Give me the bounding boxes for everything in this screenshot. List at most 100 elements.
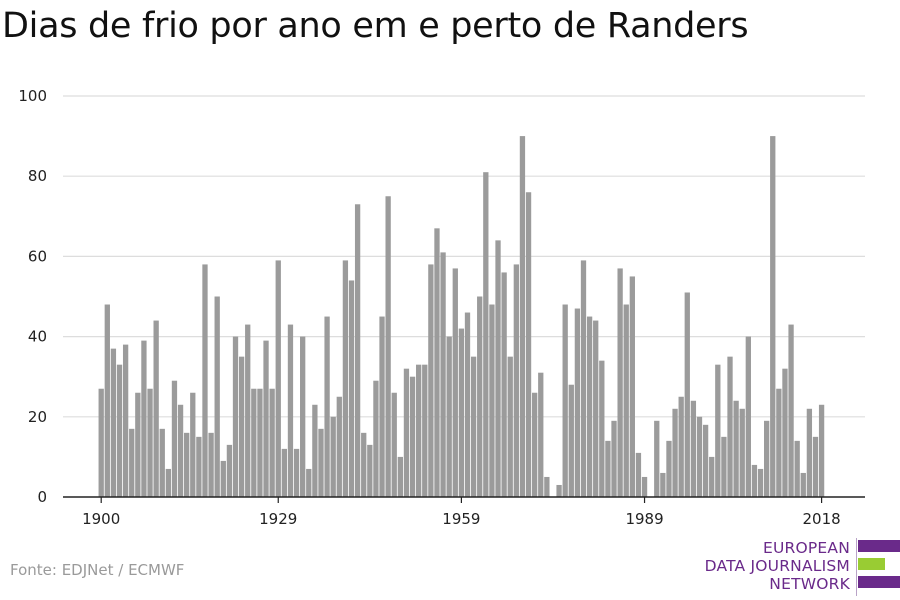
y-tick-label-60: 60 <box>28 247 47 265</box>
bar-1905 <box>129 428 135 497</box>
bar-2007 <box>751 464 758 497</box>
bar-1903 <box>116 364 123 497</box>
bar-1983 <box>605 440 611 497</box>
bar-1943 <box>361 432 367 497</box>
bar-1928 <box>269 388 275 497</box>
bar-2011 <box>776 388 782 497</box>
bar-1931 <box>287 324 294 497</box>
bar-1969 <box>519 136 526 497</box>
bar-1942 <box>354 204 361 497</box>
x-tick-label-1929: 1929 <box>259 510 297 528</box>
logo-bar-purple-bottom <box>858 576 900 588</box>
bar-1935 <box>312 404 318 497</box>
bars <box>98 136 825 498</box>
bar-1992 <box>660 472 666 497</box>
bar-1930 <box>281 448 287 497</box>
bar-1939 <box>336 396 342 497</box>
bar-1964 <box>489 304 495 497</box>
bar-1926 <box>257 388 263 497</box>
bar-2008 <box>757 468 764 497</box>
bar-chart: 0 20 40 60 80 100 1900 1929 1959 1989 2018 <box>18 87 865 528</box>
bar-1929 <box>275 260 281 497</box>
bar-2013 <box>788 324 794 497</box>
bar-1906 <box>135 392 141 497</box>
bar-2002 <box>721 436 727 497</box>
x-tick-label-1900: 1900 <box>82 510 120 528</box>
bar-1957 <box>446 336 452 497</box>
bar-1959 <box>458 328 465 497</box>
bar-2005 <box>739 408 745 497</box>
edjnet-logo: EUROPEAN DATA JOURNALISM NETWORK <box>700 536 900 596</box>
bar-1977 <box>568 384 574 497</box>
bar-1999 <box>702 424 709 497</box>
bar-1975 <box>556 484 562 497</box>
x-tick-label-1989: 1989 <box>625 510 663 528</box>
bar-1997 <box>690 400 697 497</box>
x-tick-label-1959: 1959 <box>442 510 480 528</box>
bar-2001 <box>715 364 721 497</box>
bar-1917 <box>202 264 208 497</box>
bar-1985 <box>617 268 623 497</box>
bar-1951 <box>409 376 416 497</box>
bar-1918 <box>208 432 214 497</box>
bar-2003 <box>727 356 733 497</box>
bar-2010 <box>770 136 776 497</box>
bar-1955 <box>434 228 440 497</box>
bar-1988 <box>635 452 642 497</box>
bar-2016 <box>806 408 813 497</box>
logo-line-3: NETWORK <box>769 575 850 593</box>
bar-1908 <box>147 388 153 497</box>
x-tick-labels: 1900 1929 1959 1989 2018 <box>82 497 841 528</box>
logo-bar-purple-top <box>858 540 900 552</box>
bar-1982 <box>599 360 605 497</box>
bar-1947 <box>385 196 391 497</box>
bar-1958 <box>452 268 458 497</box>
bar-1952 <box>416 364 422 497</box>
bar-1916 <box>196 436 202 497</box>
bar-1946 <box>379 316 385 497</box>
bar-1927 <box>263 340 269 497</box>
bar-1937 <box>324 316 330 497</box>
bar-1954 <box>428 264 434 497</box>
bar-1970 <box>525 192 532 498</box>
logo-line-1: EUROPEAN <box>762 539 850 557</box>
bar-1901 <box>104 304 110 497</box>
bar-2004 <box>733 400 739 497</box>
bar-1904 <box>122 344 129 497</box>
bar-1920 <box>220 460 226 497</box>
bar-2000 <box>709 456 715 497</box>
bar-1948 <box>391 392 397 497</box>
bar-1998 <box>696 416 703 497</box>
bar-1940 <box>342 260 349 497</box>
bar-1936 <box>318 428 324 497</box>
bar-1972 <box>538 372 544 497</box>
bar-1967 <box>507 356 513 497</box>
y-tick-label-100: 100 <box>18 87 47 105</box>
y-tick-labels: 0 20 40 60 80 100 <box>18 87 47 506</box>
x-tick-label-2018: 2018 <box>802 510 840 528</box>
y-tick-label-0: 0 <box>37 488 47 506</box>
source-note: Fonte: EDJNet / ECMWF <box>10 561 185 579</box>
bar-1925 <box>251 388 257 497</box>
bar-2006 <box>745 336 751 497</box>
bar-1987 <box>629 276 635 497</box>
bar-2014 <box>794 440 800 497</box>
bar-2009 <box>764 420 770 497</box>
bar-1979 <box>580 260 587 497</box>
bar-1981 <box>593 320 599 497</box>
bar-1912 <box>171 380 178 497</box>
bar-1971 <box>532 392 538 497</box>
bar-1911 <box>165 468 172 497</box>
bar-2017 <box>812 436 819 497</box>
bar-2018 <box>818 404 825 497</box>
logo-bar-green <box>858 558 885 570</box>
bar-1994 <box>672 408 678 497</box>
bar-1961 <box>470 356 477 497</box>
bar-1949 <box>397 456 403 497</box>
bar-1953 <box>422 364 428 497</box>
bar-1965 <box>495 240 501 498</box>
bar-1950 <box>403 368 410 497</box>
bar-2015 <box>800 472 806 497</box>
bar-1996 <box>684 292 690 497</box>
bar-1924 <box>245 324 251 497</box>
